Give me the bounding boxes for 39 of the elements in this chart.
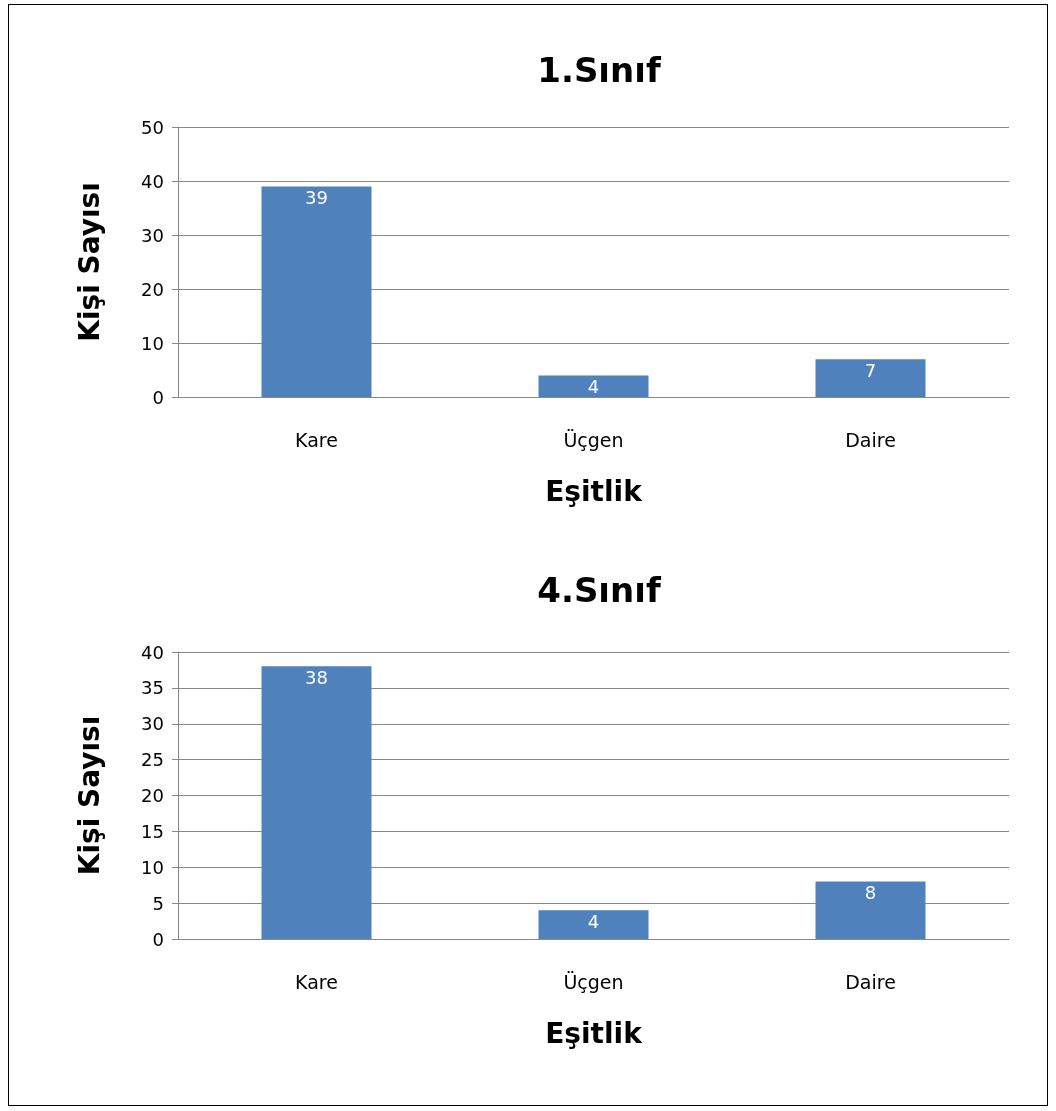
y-tick-label: 20 (141, 785, 164, 806)
y-tick-label: 50 (141, 116, 164, 138)
x-tick-label: Kare (295, 428, 338, 451)
chart-title: 1.Sınıf (537, 50, 662, 90)
y-tick-label: 30 (141, 713, 164, 735)
data-label: 38 (305, 666, 328, 688)
data-label: 4 (587, 910, 600, 932)
y-tick-label: 40 (141, 641, 164, 663)
y-axis-title: Kişi Sayısı (72, 715, 106, 876)
bar (261, 666, 372, 939)
bar (538, 375, 649, 397)
bar (538, 910, 649, 939)
x-tick-label: Üçgen (563, 970, 624, 993)
y-tick-label: 35 (141, 677, 164, 699)
data-label: 4 (587, 375, 600, 397)
data-label: 8 (864, 882, 877, 904)
bar (815, 881, 926, 939)
data-label: 7 (864, 359, 877, 381)
y-tick-label: 0 (152, 928, 164, 950)
bar (261, 186, 372, 397)
y-tick-label: 10 (141, 332, 164, 354)
chart-title: 4.Sınıf (537, 570, 662, 610)
x-tick-label: Üçgen (563, 428, 624, 451)
y-tick-label: 15 (141, 820, 164, 842)
y-axis-title: Kişi Sayısı (72, 182, 106, 342)
y-tick-label: 30 (141, 224, 164, 246)
y-tick-label: 5 (152, 892, 164, 914)
bar (815, 359, 926, 397)
x-axis-title: Eşitlik (545, 1016, 644, 1050)
x-axis-title: Eşitlik (545, 474, 644, 508)
y-tick-label: 10 (141, 856, 164, 878)
y-tick-label: 20 (141, 278, 164, 300)
y-tick-label: 40 (141, 170, 164, 192)
y-tick-label: 0 (152, 386, 164, 408)
x-tick-label: Daire (845, 970, 896, 993)
y-tick-label: 25 (141, 749, 164, 771)
x-tick-label: Daire (845, 428, 896, 451)
data-label: 39 (305, 186, 328, 208)
x-tick-label: Kare (295, 970, 338, 993)
